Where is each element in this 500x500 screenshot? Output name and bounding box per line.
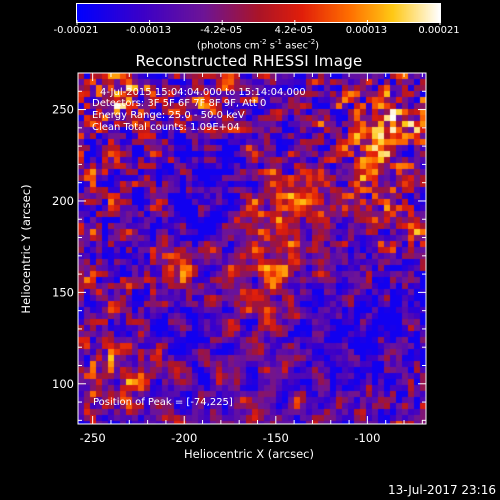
colorbar-tick-label: -0.00013 (126, 25, 172, 36)
colorbar-tick-label: -0.00021 (53, 25, 99, 36)
y-tick-label: 250 (52, 103, 74, 117)
annotation-peak: Position of Peak = [-74,225] (93, 397, 233, 408)
x-axis-label: Heliocentric X (arcsec) (184, 447, 314, 461)
colorbar-tick-label: -4.2e-05 (200, 25, 243, 36)
x-tick-label: -150 (263, 431, 289, 445)
x-tick-label: -250 (80, 431, 106, 445)
colorbar (76, 3, 441, 23)
colorbar-tick-label: 0.00021 (418, 25, 460, 36)
annotation-energy: Energy Range: 25.0 - 50.0 keV (92, 110, 245, 121)
y-axis-label: Heliocentric Y (arcsec) (19, 184, 33, 314)
colorbar-tick-label: 0.00013 (345, 25, 388, 36)
chart-title: Reconstructed RHESSI Image (135, 52, 363, 70)
x-tick-label: -200 (171, 431, 197, 445)
timestamp: 13-Jul-2017 23:16 (387, 483, 496, 497)
annotation-detectors: Detectors: 3F 5F 6F 7F 8F 9F, Att 0 (92, 98, 267, 109)
x-tick-label: -100 (354, 431, 380, 445)
y-tick-label: 100 (52, 377, 74, 391)
colorbar-tick-label: 4.2e-05 (274, 25, 313, 36)
annotation-counts: Clean Total counts: 1.09E+04 (92, 122, 240, 133)
colorbar-units: (photons cm-2 s-1 asec-2) (196, 38, 320, 52)
y-tick-label: 200 (52, 194, 74, 208)
annotation-time-range: 4-Jul-2015 15:04:04.000 to 15:14:04.000 (100, 87, 306, 98)
colorbar-ticks (76, 20, 441, 25)
y-tick-label: 150 (52, 285, 74, 299)
